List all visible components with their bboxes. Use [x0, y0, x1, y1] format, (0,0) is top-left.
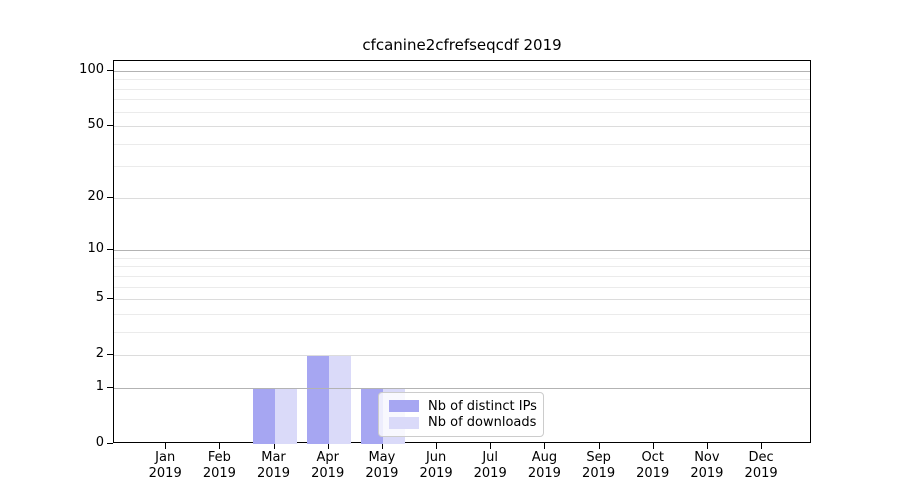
y-tick-mark-10 — [107, 249, 113, 251]
gridline-minor-y-70 — [114, 99, 810, 101]
x-tick-year: 2019 — [527, 466, 561, 481]
x-tick-mark-aug — [544, 443, 546, 449]
x-tick-month: Oct — [641, 450, 664, 465]
x-tick-year: 2019 — [365, 466, 399, 481]
x-tick-mark-may — [381, 443, 383, 449]
x-axis-tick-label: Jan 2019 — [130, 450, 200, 482]
y-tick-mark-50 — [107, 125, 113, 126]
x-tick-year: 2019 — [148, 466, 182, 481]
gridline-y-100 — [114, 70, 810, 72]
y-axis-tick-label: 20 — [87, 188, 104, 204]
legend-label-distinct-ips: Nb of distinct IPs — [428, 398, 537, 414]
y-tick-mark-20 — [107, 196, 113, 198]
gridline-minor-y-7 — [114, 275, 810, 277]
gridline-minor-y-8 — [114, 266, 810, 268]
x-tick-year: 2019 — [582, 466, 616, 481]
x-tick-month: Dec — [748, 450, 774, 465]
gridline-y-20 — [114, 197, 810, 199]
x-tick-year: 2019 — [473, 466, 507, 481]
gridline-y-2 — [114, 355, 810, 357]
x-tick-month: Apr — [316, 450, 339, 465]
x-axis-tick-label: Oct 2019 — [618, 450, 688, 482]
x-tick-month: Nov — [694, 450, 720, 465]
x-tick-month: Jan — [155, 450, 176, 465]
gridline-minor-y-9 — [114, 257, 810, 259]
x-tick-month: May — [368, 450, 396, 465]
y-axis-tick-label: 1 — [95, 378, 104, 394]
x-tick-year: 2019 — [636, 466, 670, 481]
y-axis-tick-label: 10 — [87, 241, 104, 257]
y-axis-tick-label: 50 — [87, 117, 104, 132]
gridline-minor-y-3 — [114, 331, 810, 333]
x-tick-month: Jun — [425, 450, 447, 465]
y-axis-tick-label: 0 — [95, 435, 104, 450]
gridline-minor-y-40 — [114, 143, 810, 145]
x-tick-mark-dec — [761, 443, 763, 449]
y-axis-tick-label: 5 — [95, 290, 104, 306]
x-tick-month: Jul — [482, 450, 499, 465]
x-axis-tick-label: Jul 2019 — [455, 450, 525, 482]
chart-title: cfcanine2cfrefseqcdf 2019 — [362, 36, 562, 54]
y-tick-mark-1 — [107, 386, 113, 388]
x-tick-month: Feb — [207, 450, 231, 465]
plot-area — [113, 60, 811, 444]
x-tick-mark-sep — [598, 443, 600, 449]
gridline-minor-y-4 — [114, 313, 810, 315]
x-axis-tick-label: Sep 2019 — [564, 450, 634, 482]
x-tick-mark-nov — [706, 443, 708, 449]
legend: Nb of distinct IPs Nb of downloads — [378, 392, 544, 437]
x-tick-mark-apr — [327, 443, 329, 449]
x-tick-mark-mar — [273, 443, 275, 449]
x-axis-tick-label: Apr 2019 — [293, 450, 363, 482]
x-tick-month: Mar — [261, 450, 286, 465]
x-axis-tick-label: Aug 2019 — [509, 450, 579, 482]
gridline-minor-y-6 — [114, 286, 810, 288]
legend-row-distinct-ips: Nb of distinct IPs — [389, 398, 537, 414]
x-tick-year: 2019 — [690, 466, 724, 481]
x-tick-year: 2019 — [744, 466, 778, 481]
y-axis-tick-label: 100 — [79, 61, 104, 77]
x-tick-mark-oct — [652, 443, 654, 449]
gridline-y-5 — [114, 299, 810, 301]
y-tick-mark-0 — [107, 443, 113, 444]
x-tick-mark-feb — [219, 443, 221, 449]
legend-row-downloads: Nb of downloads — [389, 415, 537, 431]
x-axis-tick-label: May 2019 — [347, 450, 417, 482]
bar-distinct-ips-may — [360, 387, 383, 444]
x-tick-mark-jun — [436, 443, 438, 449]
bar-distinct-ips-apr — [306, 355, 329, 444]
x-tick-month: Sep — [586, 450, 611, 465]
gridline-y-10 — [114, 250, 810, 252]
x-tick-year: 2019 — [419, 466, 453, 481]
x-tick-mark-jul — [490, 443, 492, 449]
x-axis-tick-label: Dec 2019 — [726, 450, 796, 482]
downloads-swatch-icon — [389, 416, 419, 429]
x-tick-year: 2019 — [256, 466, 291, 481]
x-axis-tick-label: Jun 2019 — [401, 450, 471, 482]
y-axis-tick-label: 2 — [95, 346, 104, 362]
bar-downloads-apr — [328, 355, 351, 444]
x-axis-tick-label: Feb 2019 — [184, 450, 254, 482]
gridline-y-50 — [114, 126, 810, 127]
gridline-minor-y-80 — [114, 88, 810, 90]
gridline-minor-y-90 — [114, 79, 810, 81]
x-tick-year: 2019 — [202, 466, 236, 481]
x-tick-year: 2019 — [311, 466, 345, 481]
gridline-minor-y-30 — [114, 166, 810, 168]
legend-label-downloads: Nb of downloads — [428, 415, 537, 431]
bar-downloads-mar — [274, 387, 297, 444]
gridline-minor-y-60 — [114, 111, 810, 113]
distinct-ips-swatch-icon — [389, 400, 419, 413]
x-tick-month: Aug — [531, 450, 558, 465]
x-axis-tick-label: Nov 2019 — [672, 450, 742, 482]
y-tick-mark-100 — [107, 69, 113, 71]
bar-distinct-ips-mar — [252, 387, 275, 444]
y-tick-mark-2 — [107, 354, 113, 356]
y-tick-mark-5 — [107, 298, 113, 300]
gridline-y-1 — [114, 387, 810, 389]
x-axis-tick-label: Mar 2019 — [239, 450, 309, 482]
x-tick-mark-jan — [165, 443, 167, 449]
